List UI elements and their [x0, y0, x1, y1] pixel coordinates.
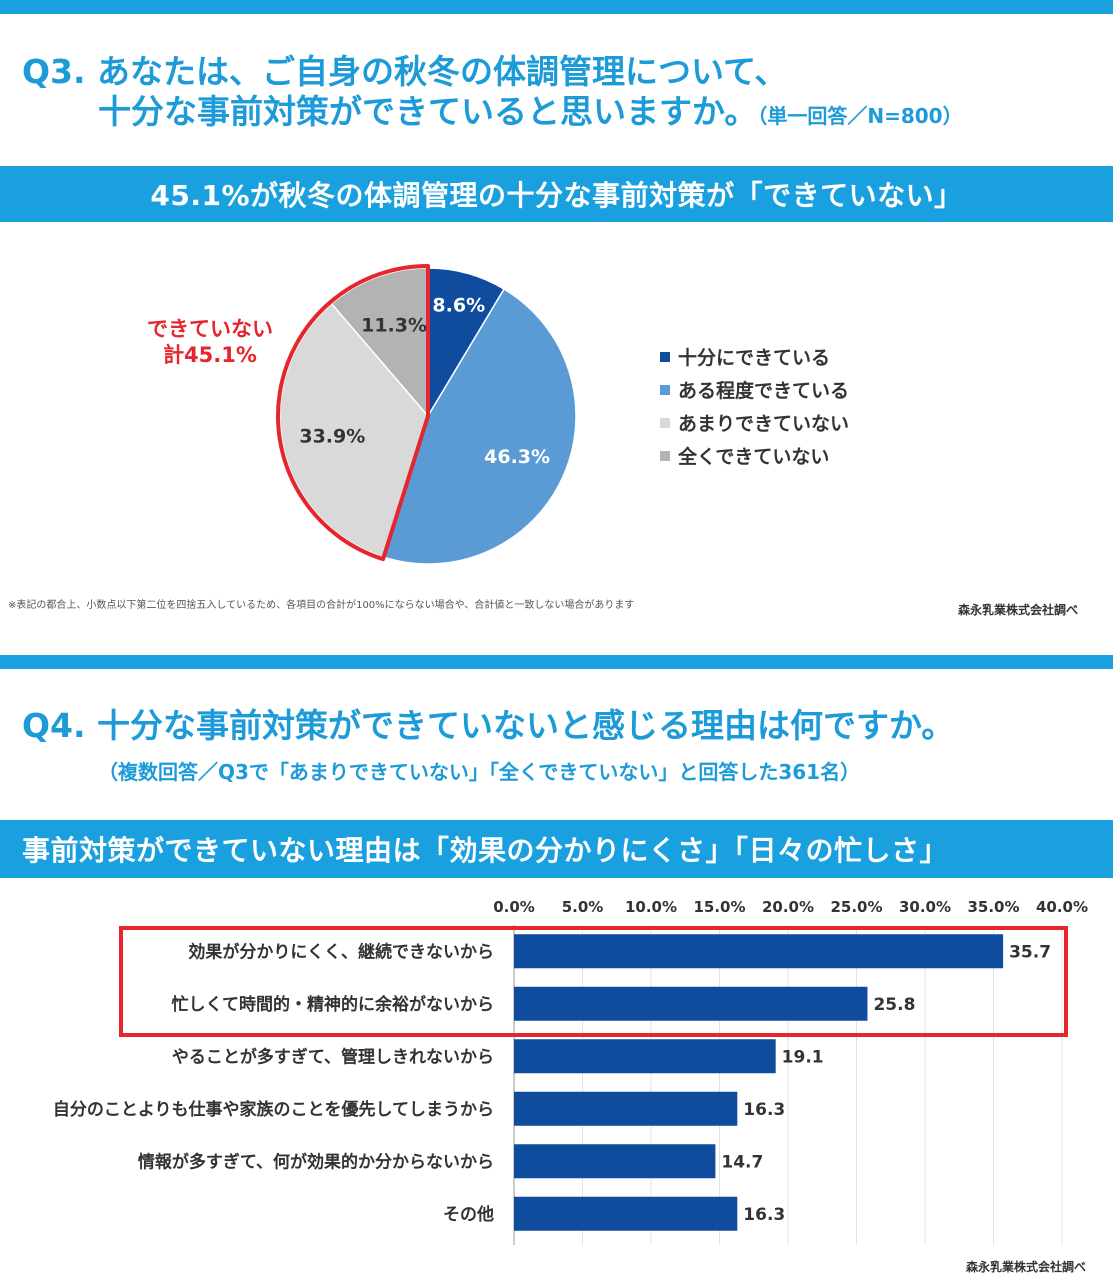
bar-4 — [514, 1091, 738, 1126]
x-tick-label-0: 0.0% — [493, 898, 535, 916]
q3-footnote: ※表記の都合上、小数点以下第二位を四捨五入しているため、各項目の合計が100%に… — [8, 600, 635, 611]
bar-highlight-box — [119, 926, 1068, 1037]
x-tick-label-8: 40.0% — [1036, 898, 1088, 916]
legend-swatch — [660, 450, 670, 461]
x-tick-label-7: 35.0% — [967, 898, 1019, 916]
bar-chart: 0.0% 5.0% 10.0% 15.0% 20.0% 25.0% 30.0% 35.0% 40… — [53, 898, 1088, 1245]
bar-category-label-5: 情報が多すぎて、何が効果的か分からないから — [138, 1151, 494, 1172]
legend-swatch — [660, 417, 670, 428]
bar-6 — [514, 1196, 738, 1231]
legend-label: ある程度できている — [678, 380, 850, 402]
bar-category-label-1: 効果が分かりにくく、継続できないから — [188, 941, 494, 962]
legend-label: あまりできていない — [678, 413, 850, 435]
bar-3 — [514, 1039, 776, 1074]
top-accent-bar — [0, 0, 1113, 14]
x-tick-label-5: 25.0% — [830, 898, 882, 916]
bar-5 — [514, 1144, 716, 1179]
pie-label-1: 8.6% — [432, 295, 485, 317]
bar-value-label-1: 35.7 — [1009, 942, 1051, 962]
pie-label-3: 33.9% — [299, 426, 365, 448]
bar-2 — [514, 986, 868, 1021]
pie-legend: 十分にできている ある程度できている あまりできていない 全くできていない — [660, 340, 849, 472]
pie-callout-line2: 計45.1% — [163, 343, 257, 367]
q4-banner: 事前対策ができていない理由は「効果の分かりにくさ」「日々の忙しさ」 — [0, 820, 1113, 878]
bar-value-label-4: 16.3 — [743, 1100, 785, 1120]
bar-value-label-3: 19.1 — [782, 1047, 824, 1067]
bar-category-label-6: その他 — [443, 1204, 494, 1225]
legend-entry-4: 全くできていない — [660, 439, 849, 472]
q4-note: （複数回答／Q3で「あまりできていない」「全くできていない」と回答した361名） — [98, 760, 861, 784]
bar-value-label-6: 16.3 — [743, 1205, 785, 1225]
bar-1 — [514, 934, 1004, 969]
x-tick-label-6: 30.0% — [899, 898, 951, 916]
x-tick-label-3: 15.0% — [693, 898, 745, 916]
q3-banner: 45.1%が秋冬の体調管理の十分な事前対策が「できていない」 — [0, 166, 1113, 222]
legend-entry-2: ある程度できている — [660, 373, 849, 406]
legend-swatch — [660, 351, 670, 362]
q3-credit: 森永乳業株式会社調べ — [958, 603, 1079, 617]
legend-entry-3: あまりできていない — [660, 406, 849, 439]
pie-slice-2 — [382, 288, 577, 565]
pie-highlight-outline — [276, 264, 430, 562]
pie-callout: できていない 計45.1% — [130, 316, 290, 368]
legend-label: 全くできていない — [678, 446, 830, 468]
pie-chart: 8.6% 46.3% 33.9% 11.3% — [276, 264, 577, 565]
pie-slice-4 — [330, 267, 429, 419]
x-tick-label-1: 5.0% — [562, 898, 604, 916]
q4-credit: 森永乳業株式会社調べ — [966, 1260, 1087, 1274]
x-tick-label-2: 10.0% — [625, 898, 677, 916]
bar-value-label-5: 14.7 — [721, 1152, 763, 1172]
legend-swatch — [660, 384, 670, 395]
bar-category-label-4: 自分のことよりも仕事や家族のことを優先してしまうから — [53, 1099, 494, 1120]
q3-title-line2: 十分な事前対策ができていると思いますか。（単一回答／N=800） — [98, 92, 963, 131]
q4-title: Q4. 十分な事前対策ができていないと感じる理由は何ですか。 — [22, 706, 955, 745]
legend-entry-1: 十分にできている — [660, 340, 849, 373]
x-tick-label-4: 20.0% — [762, 898, 814, 916]
section-divider — [0, 655, 1113, 669]
q3-title-line1: Q3. あなたは、ご自身の秋冬の体調管理について、 — [22, 52, 788, 91]
q3-note: （単一回答／N=800） — [757, 104, 963, 128]
bar-value-label-2: 25.8 — [873, 995, 915, 1015]
bar-category-label-2: 忙しくて時間的・精神的に余裕がないから — [172, 994, 495, 1015]
bar-category-label-3: やることが多すぎて、管理しきれないから — [172, 1046, 494, 1067]
pie-label-4: 11.3% — [361, 314, 427, 336]
legend-label: 十分にできている — [678, 347, 831, 369]
pie-label-2: 46.3% — [484, 446, 550, 468]
pie-callout-line1: できていない — [147, 317, 273, 341]
